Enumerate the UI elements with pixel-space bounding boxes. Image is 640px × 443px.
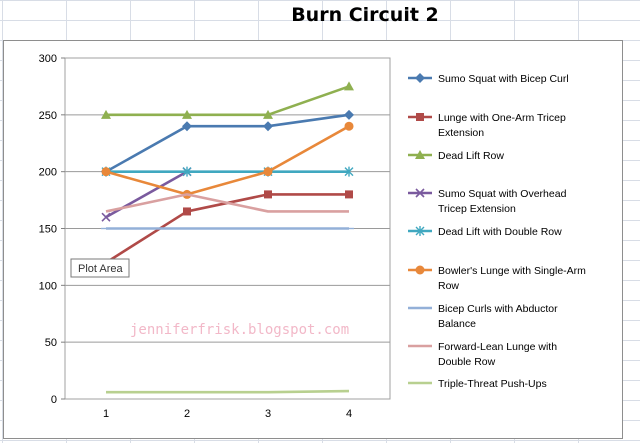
series-line[interactable] bbox=[105, 125, 350, 196]
data-point[interactable] bbox=[344, 81, 354, 91]
legend-label: Triple-Threat Push-Ups bbox=[438, 378, 547, 390]
series-4 bbox=[101, 166, 354, 177]
tooltip-label: Plot Area bbox=[78, 263, 124, 275]
legend-label: Bicep Curls with Abductor bbox=[438, 303, 558, 315]
y-tick-label: 300 bbox=[39, 53, 57, 65]
legend-label: Extension bbox=[438, 127, 484, 139]
series-2 bbox=[101, 81, 354, 119]
data-point[interactable] bbox=[416, 113, 424, 121]
legend-item[interactable]: Sumo Squat with Overhead Tricep Extension bbox=[408, 188, 567, 215]
series-line[interactable] bbox=[105, 193, 349, 213]
legend-item[interactable]: Forward-Lean Lunge with Double Row bbox=[408, 341, 557, 368]
series-8 bbox=[106, 389, 350, 394]
data-point[interactable] bbox=[182, 109, 192, 119]
y-tick-label: 200 bbox=[39, 167, 57, 179]
legend-item[interactable]: Bicep Curls with Abductor Balance bbox=[408, 303, 558, 330]
legend-label: Bowler's Lunge with Single-Arm bbox=[438, 265, 586, 277]
legend-label: Balance bbox=[438, 318, 476, 330]
y-axis-ticks: 0 50 100 150 200 250 300 bbox=[39, 53, 65, 406]
data-point[interactable] bbox=[345, 190, 353, 199]
data-point[interactable] bbox=[263, 109, 273, 119]
y-tick-label: 250 bbox=[39, 110, 57, 122]
legend-item[interactable]: Dead Lift Row bbox=[408, 150, 504, 162]
data-point[interactable] bbox=[264, 190, 272, 199]
legend-label: Lunge with One-Arm Tricep bbox=[438, 112, 566, 124]
series-lines bbox=[101, 81, 354, 394]
data-point[interactable] bbox=[344, 166, 354, 177]
legend-item[interactable]: Sumo Squat with Bicep Curl bbox=[408, 73, 569, 85]
series-5 bbox=[101, 121, 354, 199]
legend-item[interactable]: Dead Lift with Double Row bbox=[408, 226, 562, 238]
legend-label: Sumo Squat with Bicep Curl bbox=[438, 73, 569, 85]
data-point[interactable] bbox=[415, 265, 425, 275]
legend-label: Row bbox=[438, 280, 459, 292]
x-tick-label: 3 bbox=[265, 408, 271, 420]
y-tick-label: 150 bbox=[39, 224, 57, 236]
data-point[interactable] bbox=[415, 150, 425, 159]
data-point[interactable] bbox=[344, 109, 354, 120]
data-point[interactable] bbox=[344, 121, 354, 131]
legend-label: Sumo Squat with Overhead bbox=[438, 188, 567, 200]
y-tick-label: 50 bbox=[45, 337, 57, 349]
legend-label: Dead Lift Row bbox=[438, 150, 504, 162]
legend-label: Forward-Lean Lunge with bbox=[438, 341, 557, 353]
series-line[interactable] bbox=[106, 85, 350, 117]
series-3 bbox=[101, 167, 192, 222]
data-point[interactable] bbox=[182, 166, 192, 177]
data-point[interactable] bbox=[101, 212, 111, 222]
legend-item[interactable]: Lunge with One-Arm Tricep Extension bbox=[408, 112, 566, 139]
data-point[interactable] bbox=[415, 188, 425, 198]
data-point[interactable] bbox=[263, 167, 273, 177]
chart-area[interactable] bbox=[3, 40, 623, 439]
legend-item[interactable]: Bowler's Lunge with Single-Arm Row bbox=[408, 265, 586, 292]
x-axis-ticks: 1 2 3 4 bbox=[103, 408, 352, 420]
data-point[interactable] bbox=[415, 73, 425, 83]
series-line[interactable] bbox=[105, 113, 350, 173]
data-point[interactable] bbox=[182, 121, 192, 132]
legend-label: Dead Lift with Double Row bbox=[438, 226, 562, 238]
data-point[interactable] bbox=[101, 109, 111, 119]
legend-item[interactable]: Triple-Threat Push-Ups bbox=[408, 378, 547, 390]
legend: Sumo Squat with Bicep Curl Lunge with One… bbox=[408, 73, 586, 390]
x-tick-label: 4 bbox=[346, 408, 352, 420]
x-tick-label: 2 bbox=[184, 408, 190, 420]
data-point[interactable] bbox=[415, 226, 425, 236]
y-tick-label: 0 bbox=[51, 394, 57, 406]
data-point[interactable] bbox=[101, 167, 111, 177]
chart-title: Burn Circuit 2 bbox=[291, 4, 439, 26]
x-tick-label: 1 bbox=[103, 408, 109, 420]
data-point[interactable] bbox=[263, 121, 273, 132]
series-line[interactable] bbox=[105, 170, 188, 219]
series-line[interactable] bbox=[106, 389, 350, 394]
data-point[interactable] bbox=[183, 207, 191, 216]
y-tick-label: 100 bbox=[39, 280, 57, 292]
series-7 bbox=[105, 193, 349, 213]
legend-label: Double Row bbox=[438, 356, 496, 368]
legend-label: Tricep Extension bbox=[438, 203, 516, 215]
watermark-text: jenniferfrisk.blogspot.com bbox=[130, 322, 349, 338]
plot-area-tooltip: Plot Area bbox=[70, 258, 130, 278]
